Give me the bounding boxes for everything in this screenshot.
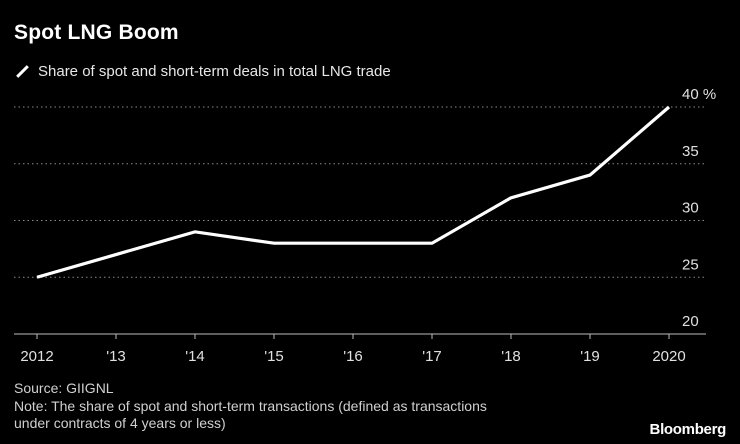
chart-title: Spot LNG Boom bbox=[14, 21, 179, 44]
series-line bbox=[36, 105, 671, 279]
x-tick-label: '15 bbox=[264, 348, 284, 365]
legend-label: Share of spot and short-term deals in to… bbox=[38, 63, 391, 80]
x-axis: 2012 '13 '14 '15 '16 '17 '18 '19 2020 bbox=[14, 333, 706, 365]
source-text: Source: GIIGNL bbox=[14, 380, 114, 396]
x-tick-label: '16 bbox=[343, 348, 363, 365]
x-tick-label: '14 bbox=[185, 348, 205, 365]
y-axis-labels: 20 25 30 35 40 % bbox=[682, 86, 716, 330]
legend: Share of spot and short-term deals in to… bbox=[14, 63, 391, 80]
bloomberg-logo: Bloomberg bbox=[649, 421, 727, 438]
x-tick-label: 2012 bbox=[20, 348, 53, 365]
x-tick-label: '13 bbox=[106, 348, 126, 365]
x-tick-label: '17 bbox=[422, 348, 442, 365]
series-layer bbox=[36, 105, 671, 279]
y-tick-label: 20 bbox=[682, 313, 699, 330]
y-tick-label: 30 bbox=[682, 200, 699, 217]
x-tick-label: 2020 bbox=[652, 348, 685, 365]
y-tick-label: 25 bbox=[682, 256, 699, 273]
y-tick-label: 40 % bbox=[682, 86, 716, 103]
chart-footer: Source: GIIGNL Note: The share of spot a… bbox=[14, 380, 487, 433]
y-tick-label: 35 bbox=[682, 143, 699, 160]
grid-lines bbox=[14, 106, 706, 278]
x-tick-label: '19 bbox=[580, 348, 600, 365]
x-tick-label: '18 bbox=[501, 348, 521, 365]
note-text-line-2: under contracts of 4 years or less) bbox=[14, 415, 226, 431]
note-text-line-1: Note: The share of spot and short-term t… bbox=[14, 397, 487, 414]
